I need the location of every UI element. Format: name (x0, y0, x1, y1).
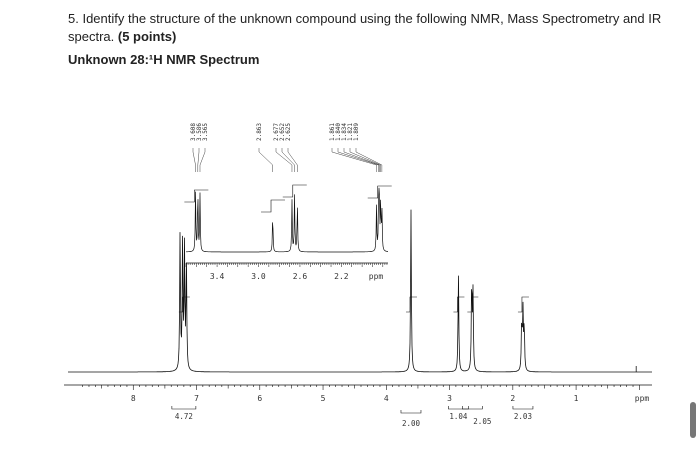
integration-curve (517, 296, 529, 313)
peak-label: 1.809 (353, 123, 360, 141)
x-tick-label: 4 (384, 394, 389, 403)
x-tick-label: 1 (574, 394, 579, 403)
integration-curve (453, 296, 465, 313)
integration-value: 4.72 (175, 412, 193, 421)
integration-bracket (462, 406, 483, 410)
peak-leader-line (349, 148, 381, 172)
peak-leader-line (258, 148, 273, 172)
inset-integration-curve (261, 199, 286, 213)
spectrum-trace (68, 209, 652, 373)
question-body: 5. Identify the structure of the unknown… (68, 11, 662, 44)
peak-leader-line (343, 148, 380, 172)
peak-leader-line (355, 148, 383, 172)
peak-label: 1.821 (347, 123, 354, 141)
inset-x-tick-label: 2.6 (293, 272, 308, 281)
integration-bracket (400, 410, 422, 414)
integration-value: 2.03 (514, 412, 532, 421)
inset-spectrum-trace (186, 187, 388, 253)
x-axis-label: ppm (635, 394, 650, 403)
inset-x-tick-label: 2.2 (334, 272, 349, 281)
question-points: (5 points) (117, 29, 177, 44)
peak-label: 2.863 (256, 123, 263, 141)
x-tick-label: 3 (447, 394, 452, 403)
integration-value: 2.05 (473, 417, 491, 426)
peak-label: 1.861 (329, 123, 336, 141)
integration-bracket (448, 406, 469, 410)
inset-integration-curve (282, 184, 307, 198)
x-tick-label: 8 (131, 394, 136, 403)
peak-leader-line (337, 148, 379, 172)
inset-x-tick-label: 3.4 (210, 272, 225, 281)
x-tick-label: 2 (510, 394, 515, 403)
peak-leader-line (287, 148, 298, 172)
inset-x-tick-label: 3.0 (251, 272, 266, 281)
peak-label: 3.608 (190, 123, 197, 141)
inset-x-axis-label: ppm (369, 272, 384, 281)
integration-curve (178, 296, 190, 313)
inset-integration-curve (184, 189, 209, 203)
peak-label: 2.652 (279, 123, 286, 141)
peak-label: 1.834 (341, 123, 348, 141)
peak-label: 3.586 (196, 123, 203, 141)
x-tick-label: 7 (194, 394, 199, 403)
integration-curve (467, 296, 479, 313)
integration-value: 1.04 (449, 412, 468, 421)
peak-leader-line (197, 148, 200, 172)
question-text: 5. Identify the structure of the unknown… (68, 10, 668, 46)
integration-curve (405, 296, 417, 313)
x-tick-label: 6 (257, 394, 262, 403)
x-tick-label: 5 (321, 394, 326, 403)
peak-label: 2.677 (273, 123, 280, 141)
peak-label: 1.840 (335, 123, 342, 141)
integration-bracket (171, 406, 197, 410)
peak-leader-line (192, 148, 196, 172)
inset-integration-curve (367, 185, 392, 199)
peak-leader-line (199, 148, 206, 172)
spectrum-title: Unknown 28:¹H NMR Spectrum (68, 52, 260, 67)
peak-leader-line (331, 148, 377, 172)
scrollbar[interactable] (690, 402, 696, 438)
peak-label: 3.565 (202, 123, 209, 141)
peak-leader-line (275, 148, 293, 172)
peak-label: 2.625 (285, 123, 292, 141)
integration-bracket (512, 406, 534, 410)
integration-value: 2.00 (402, 419, 421, 428)
peak-leader-line (281, 148, 295, 172)
